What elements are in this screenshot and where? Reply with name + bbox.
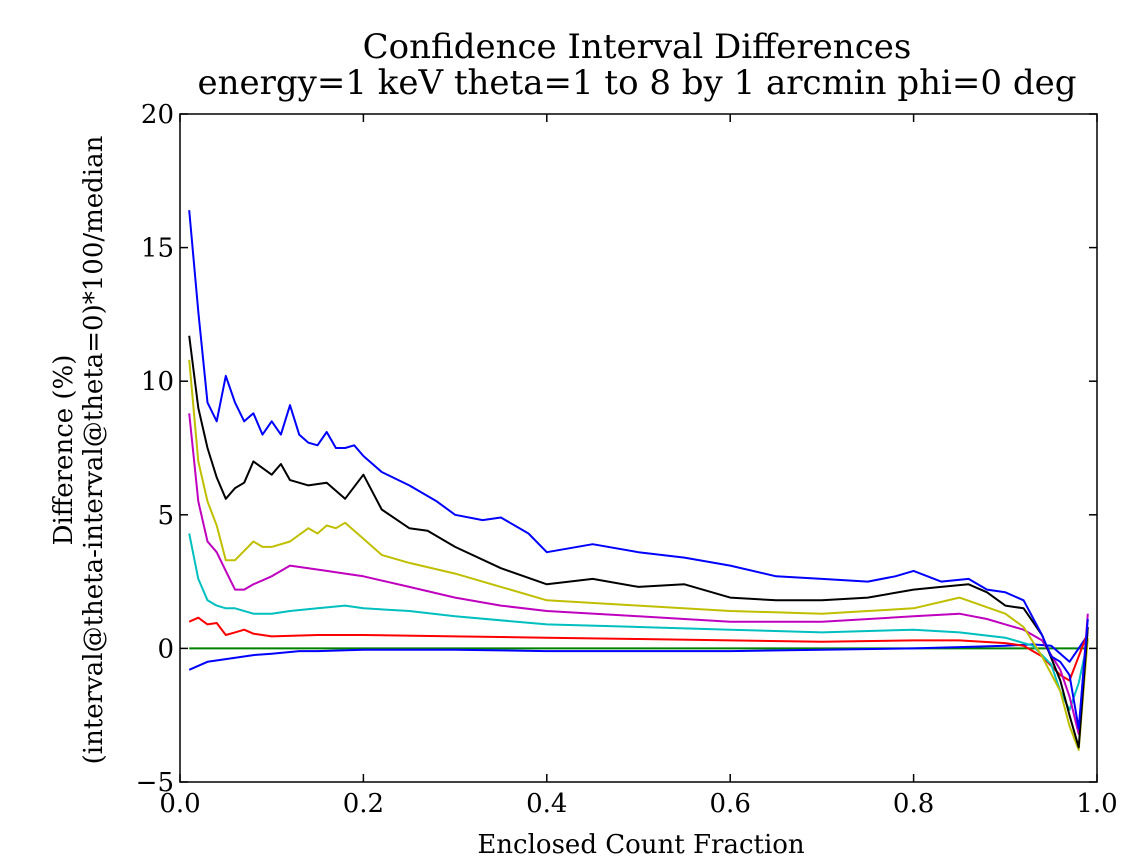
series-line-4 bbox=[188, 413, 1089, 735]
series-line-5 bbox=[188, 359, 1089, 751]
x-tick-label: 0.8 bbox=[893, 789, 934, 819]
y-axis-label-line1: Difference (%) bbox=[49, 355, 79, 546]
y-tick-label: 5 bbox=[157, 501, 174, 531]
x-axis-label: Enclosed Count Fraction bbox=[477, 830, 805, 860]
series-line-6 bbox=[188, 335, 1089, 749]
y-tick-label: 0 bbox=[157, 634, 174, 664]
chart-subtitle: energy=1 keV theta=1 to 8 by 1 arcmin ph… bbox=[197, 63, 1076, 103]
ticks-layer: 0.0 0.2 0.4 0.6 0.8 1.0 −5 0 5 10 15 20 bbox=[136, 100, 1118, 819]
series-layer bbox=[188, 210, 1089, 751]
x-tick-label: 0.2 bbox=[343, 789, 384, 819]
chart-title: Confidence Interval Differences bbox=[363, 27, 912, 67]
x-tick-label: 0.6 bbox=[710, 789, 751, 819]
x-tick-label: 0.0 bbox=[159, 789, 200, 819]
series-line-3 bbox=[188, 533, 1089, 711]
x-tick-label: 1.0 bbox=[1076, 789, 1117, 819]
y-tick-label: 10 bbox=[141, 367, 174, 397]
y-tick-label: −5 bbox=[136, 768, 174, 798]
y-axis-label-line2: (interval@theta-interval@theta=0)*100/me… bbox=[79, 135, 109, 764]
x-tick-label: 0.4 bbox=[526, 789, 567, 819]
y-tick-label: 15 bbox=[141, 234, 174, 264]
plot-frame bbox=[179, 113, 1098, 783]
y-tick-label: 20 bbox=[141, 100, 174, 130]
series-line-7 bbox=[188, 210, 1089, 730]
